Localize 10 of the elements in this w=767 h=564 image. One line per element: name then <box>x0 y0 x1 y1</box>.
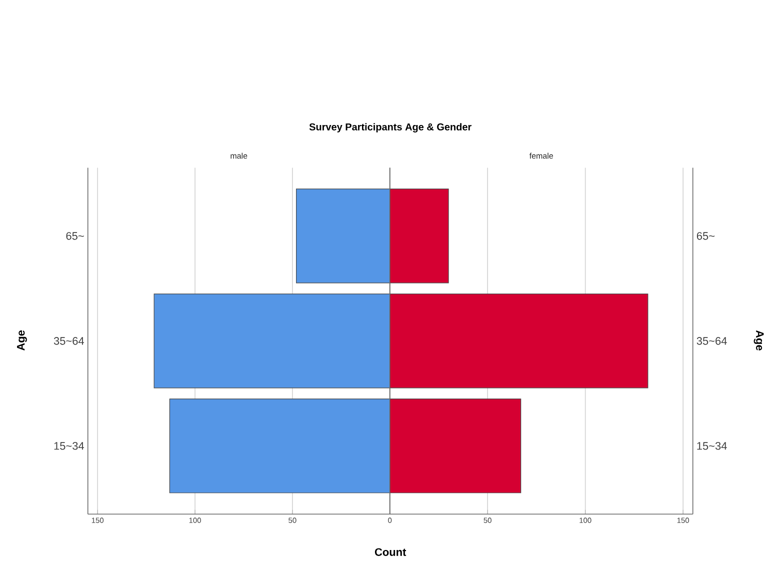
y-tick-label: 35~64 <box>696 337 727 345</box>
y-tick-label: 15~34 <box>54 442 84 450</box>
y-tick-label: 65~ <box>696 232 714 240</box>
x-axis-title: Count <box>374 548 406 556</box>
y-tick-label: 15~34 <box>697 442 727 450</box>
y-tick-label: 65~ <box>66 232 84 240</box>
chart-title: Survey Participants Age & Gender <box>309 123 472 132</box>
y-tick-label: 35~64 <box>54 337 84 345</box>
y-axis-title: Age <box>17 330 27 351</box>
y-axis-title: Age <box>754 330 764 350</box>
